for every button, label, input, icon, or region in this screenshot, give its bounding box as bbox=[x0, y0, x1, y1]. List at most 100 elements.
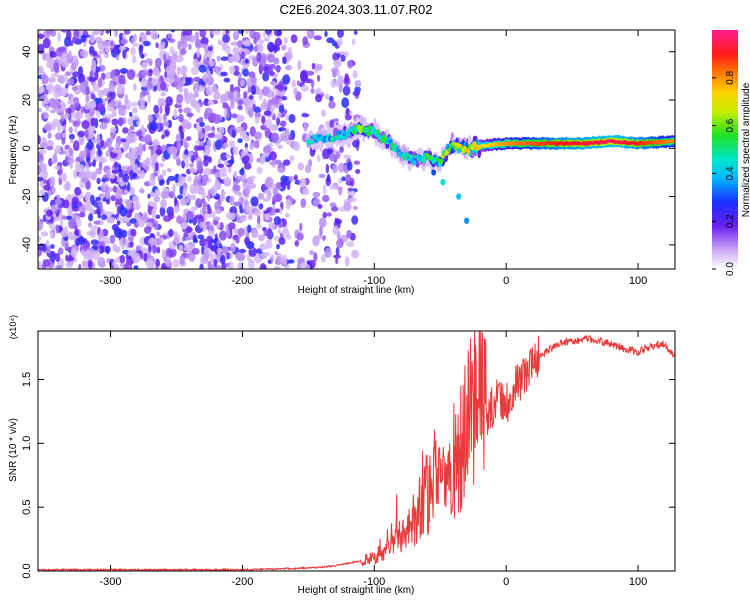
colorbar-tick-label: 0.2 bbox=[725, 214, 736, 228]
noise-speckle bbox=[214, 171, 221, 178]
noise-speckle bbox=[346, 241, 355, 248]
noise-speckle bbox=[114, 30, 118, 38]
noise-speckle bbox=[89, 228, 97, 239]
noise-speckle bbox=[147, 193, 151, 199]
noise-speckle bbox=[63, 225, 68, 234]
noise-speckle bbox=[159, 75, 164, 83]
noise-speckle bbox=[238, 248, 247, 254]
noise-speckle bbox=[248, 258, 255, 269]
noise-speckle bbox=[176, 215, 183, 224]
noise-speckle bbox=[207, 99, 214, 106]
noise-speckle bbox=[109, 234, 116, 244]
noise-speckle bbox=[337, 30, 344, 38]
noise-speckle bbox=[163, 53, 167, 64]
noise-speckle bbox=[247, 86, 252, 93]
noise-speckle bbox=[45, 240, 50, 248]
noise-speckle bbox=[230, 98, 235, 110]
noise-speckle bbox=[216, 55, 221, 62]
noise-speckle bbox=[322, 184, 327, 195]
noise-speckle bbox=[215, 208, 222, 214]
noise-speckle bbox=[301, 113, 310, 118]
noise-speckle bbox=[274, 208, 280, 213]
noise-speckle bbox=[297, 59, 302, 71]
noise-speckle bbox=[194, 39, 203, 49]
noise-speckle bbox=[311, 62, 316, 70]
noise-speckle bbox=[84, 102, 91, 110]
noise-speckle bbox=[256, 223, 262, 229]
noise-speckle bbox=[127, 117, 134, 126]
noise-speckle bbox=[132, 163, 139, 173]
noise-speckle bbox=[129, 111, 133, 117]
noise-speckle bbox=[166, 178, 170, 186]
noise-speckle bbox=[316, 154, 321, 162]
noise-speckle bbox=[328, 153, 337, 162]
noise-speckle bbox=[270, 104, 276, 111]
noise-speckle bbox=[173, 206, 180, 214]
noise-speckle bbox=[183, 142, 188, 149]
noise-speckle bbox=[173, 234, 181, 245]
noise-speckle bbox=[153, 143, 158, 152]
noise-speckle bbox=[189, 99, 197, 104]
noise-speckle bbox=[57, 46, 66, 53]
noise-speckle bbox=[235, 126, 245, 134]
noise-speckle bbox=[232, 145, 239, 155]
noise-speckle bbox=[200, 36, 209, 46]
noise-speckle bbox=[229, 195, 235, 206]
noise-speckle bbox=[74, 55, 78, 62]
noise-speckle bbox=[244, 58, 249, 64]
noise-speckle bbox=[270, 80, 277, 85]
noise-speckle bbox=[90, 93, 96, 100]
noise-speckle bbox=[79, 212, 86, 218]
noise-speckle bbox=[167, 33, 173, 39]
noise-speckle bbox=[241, 181, 247, 189]
noise-speckle bbox=[122, 33, 127, 40]
x-tick-label: 100 bbox=[629, 576, 647, 588]
noise-speckle bbox=[129, 218, 137, 224]
noise-speckle bbox=[85, 156, 91, 163]
noise-speckle bbox=[99, 201, 103, 211]
noise-speckle bbox=[163, 113, 167, 122]
noise-speckle bbox=[256, 51, 262, 63]
noise-speckle bbox=[141, 90, 150, 96]
noise-speckle bbox=[104, 53, 109, 59]
noise-speckle bbox=[110, 173, 116, 180]
noise-speckle bbox=[83, 80, 89, 86]
noise-speckle bbox=[306, 30, 312, 39]
noise-speckle bbox=[277, 81, 285, 92]
noise-speckle bbox=[217, 163, 225, 168]
noise-speckle bbox=[153, 104, 160, 114]
snr-y-axis-label: SNR (10 * v/v) bbox=[8, 418, 19, 482]
noise-speckle bbox=[280, 135, 288, 142]
noise-speckle bbox=[261, 66, 266, 71]
y-tick-label: 20 bbox=[21, 94, 33, 106]
noise-speckle bbox=[216, 247, 223, 254]
noise-speckle bbox=[64, 112, 71, 119]
noise-speckle bbox=[324, 30, 328, 38]
noise-speckle bbox=[195, 214, 204, 220]
noise-speckle bbox=[269, 161, 278, 166]
x-tick-label: -100 bbox=[363, 576, 385, 588]
noise-speckle bbox=[275, 182, 281, 189]
noise-speckle bbox=[127, 128, 132, 138]
noise-speckle bbox=[188, 218, 193, 224]
noise-speckle bbox=[347, 60, 354, 69]
noise-speckle bbox=[91, 100, 97, 109]
noise-speckle bbox=[198, 116, 204, 122]
noise-speckle bbox=[208, 156, 212, 164]
noise-speckle bbox=[285, 199, 291, 210]
noise-speckle bbox=[74, 128, 78, 133]
snr-series-line bbox=[38, 331, 675, 571]
noise-speckle bbox=[102, 88, 108, 96]
noise-speckle bbox=[316, 63, 323, 71]
noise-speckle bbox=[208, 59, 215, 67]
noise-speckle bbox=[93, 220, 101, 225]
noise-speckle bbox=[101, 40, 110, 47]
noise-speckle bbox=[273, 216, 281, 226]
noise-speckle bbox=[125, 134, 133, 145]
noise-speckle bbox=[242, 68, 249, 77]
noise-speckle bbox=[132, 42, 139, 48]
noise-speckle bbox=[283, 36, 288, 45]
noise-speckle bbox=[145, 222, 153, 227]
noise-speckle bbox=[144, 165, 150, 172]
noise-speckle bbox=[346, 229, 352, 239]
